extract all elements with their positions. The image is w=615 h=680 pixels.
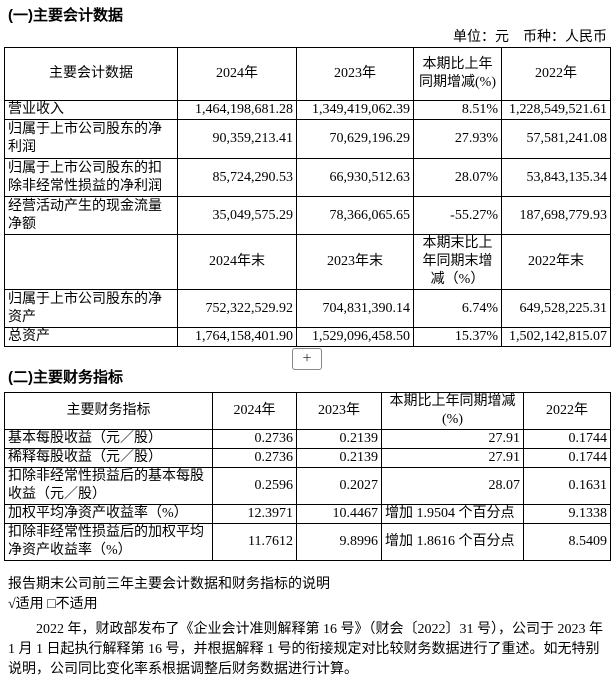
table-row: 营业收入 1,464,198,681.28 1,349,419,062.39 8… (4, 100, 611, 120)
notes-paragraph: 2022 年，财政部发布了《企业会计准则解释第 16 号》（财会〔2022〕31… (8, 622, 603, 677)
header-cell: 2022年末 (501, 234, 611, 290)
table-row: 总资产 1,764,158,401.90 1,529,096,458.50 15… (4, 327, 611, 347)
notes-heading: 报告期末公司前三年主要会计数据和财务指标的说明 (8, 577, 330, 592)
header-cell: 2023年 (296, 47, 414, 101)
row-label: 扣除非经常性损益后的基本每股收益（元／股） (4, 467, 213, 505)
cell: 9.8996 (296, 523, 382, 561)
header-cell: 主要会计数据 (4, 47, 178, 101)
header-cell: 本期比上年同期增减(%) (413, 47, 502, 101)
cell: 649,528,225.31 (501, 289, 611, 328)
applicable-checkbox-text: √适用 □不适用 (8, 597, 98, 612)
cell: 0.2027 (296, 467, 382, 505)
table-row: 基本每股收益（元／股） 0.2736 0.2139 27.91 0.1744 (4, 429, 611, 449)
row-label: 基本每股收益（元／股） (4, 429, 213, 449)
table-row: 扣除非经常性损益后的加权平均净资产收益率（%） 11.7612 9.8996 增… (4, 523, 611, 561)
cell: 66,930,512.63 (296, 158, 414, 197)
header-cell: 主要财务指标 (4, 392, 213, 430)
cell: 90,359,213.41 (177, 119, 297, 159)
table-row: 扣除非经常性损益后的基本每股收益（元／股） 0.2596 0.2027 28.0… (4, 467, 611, 505)
cell: 0.1744 (523, 448, 611, 468)
row-label: 归属于上市公司股东的净资产 (4, 289, 178, 328)
row-label: 归属于上市公司股东的扣除非经常性损益的净利润 (4, 158, 178, 197)
cell: 28.07 (381, 467, 524, 505)
table-row: 归属于上市公司股东的净利润 90,359,213.41 70,629,196.2… (4, 119, 611, 159)
header-cell: 本期末比上年同期末增减（%） (413, 234, 502, 290)
cell: 1,349,419,062.39 (296, 100, 414, 120)
cell: 12.3971 (212, 504, 297, 524)
cell: -55.27% (413, 196, 502, 235)
cell: 8.5409 (523, 523, 611, 561)
table-row: 归属于上市公司股东的净资产 752,322,529.92 704,831,390… (4, 289, 611, 328)
cell: 35,049,575.29 (177, 196, 297, 235)
cell: 27.91 (381, 429, 524, 449)
cell: 0.2596 (212, 467, 297, 505)
table-header-row: 主要财务指标 2024年 2023年 本期比上年同期增减(%) 2022年 (4, 392, 611, 430)
section1-title: (一)主要会计数据 (8, 7, 123, 24)
cell: 70,629,196.29 (296, 119, 414, 159)
unit-label: 单位：元 币种：人民币 (453, 30, 607, 45)
cell: 28.07% (413, 158, 502, 197)
header-cell: 2024年 (212, 392, 297, 430)
cell: 1,502,142,815.07 (501, 327, 611, 347)
cell: 6.74% (413, 289, 502, 328)
table-row: 加权平均净资产收益率（%） 12.3971 10.4467 增加 1.9504 … (4, 504, 611, 524)
header-cell: 2024年 (177, 47, 297, 101)
cell: 增加 1.9504 个百分点 (381, 504, 524, 524)
table-row: 经营活动产生的现金流量净额 35,049,575.29 78,366,065.6… (4, 196, 611, 235)
cell: 1,764,158,401.90 (177, 327, 297, 347)
cell: 0.2139 (296, 429, 382, 449)
cell: 8.51% (413, 100, 502, 120)
cell: 9.1338 (523, 504, 611, 524)
cell: 27.91 (381, 448, 524, 468)
section2-title: (二)主要财务指标 (8, 369, 123, 386)
header-cell: 2022年 (523, 392, 611, 430)
cell: 10.4467 (296, 504, 382, 524)
cell: 57,581,241.08 (501, 119, 611, 159)
cell: 0.1631 (523, 467, 611, 505)
cell: 27.93% (413, 119, 502, 159)
row-label: 营业收入 (4, 100, 178, 120)
cell: 0.2736 (212, 429, 297, 449)
row-label: 总资产 (4, 327, 178, 347)
expand-plus-button[interactable]: + (292, 348, 322, 370)
header-cell: 2023年末 (296, 234, 414, 290)
cell: 752,322,529.92 (177, 289, 297, 328)
header-cell: 2023年 (296, 392, 382, 430)
cell: 0.1744 (523, 429, 611, 449)
row-label: 归属于上市公司股东的净利润 (4, 119, 178, 159)
row-label: 加权平均净资产收益率（%） (4, 504, 213, 524)
cell: 704,831,390.14 (296, 289, 414, 328)
cell: 53,843,135.34 (501, 158, 611, 197)
cell: 187,698,779.93 (501, 196, 611, 235)
cell: 0.2139 (296, 448, 382, 468)
cell: 1,464,198,681.28 (177, 100, 297, 120)
cell: 增加 1.8616 个百分点 (381, 523, 524, 561)
cell: 85,724,290.53 (177, 158, 297, 197)
cell: 11.7612 (212, 523, 297, 561)
financial-indicators-table: 主要财务指标 2024年 2023年 本期比上年同期增减(%) 2022年 基本… (4, 392, 611, 561)
header-cell: 本期比上年同期增减(%) (381, 392, 524, 430)
cell: 1,228,549,521.61 (501, 100, 611, 120)
cell: 15.37% (413, 327, 502, 347)
header-cell (4, 234, 178, 290)
row-label: 稀释每股收益（元／股） (4, 448, 213, 468)
table-row: 稀释每股收益（元／股） 0.2736 0.2139 27.91 0.1744 (4, 448, 611, 468)
header-cell: 2022年 (501, 47, 611, 101)
cell: 78,366,065.65 (296, 196, 414, 235)
header-cell: 2024年末 (177, 234, 297, 290)
accounting-data-table: 主要会计数据 2024年 2023年 本期比上年同期增减(%) 2022年 营业… (4, 47, 611, 347)
table-header-row: 主要会计数据 2024年 2023年 本期比上年同期增减(%) 2022年 (4, 47, 611, 101)
table-header-row: 2024年末 2023年末 本期末比上年同期末增减（%） 2022年末 (4, 234, 611, 290)
row-label: 扣除非经常性损益后的加权平均净资产收益率（%） (4, 523, 213, 561)
cell: 1,529,096,458.50 (296, 327, 414, 347)
cell: 0.2736 (212, 448, 297, 468)
row-label: 经营活动产生的现金流量净额 (4, 196, 178, 235)
table-row: 归属于上市公司股东的扣除非经常性损益的净利润 85,724,290.53 66,… (4, 158, 611, 197)
